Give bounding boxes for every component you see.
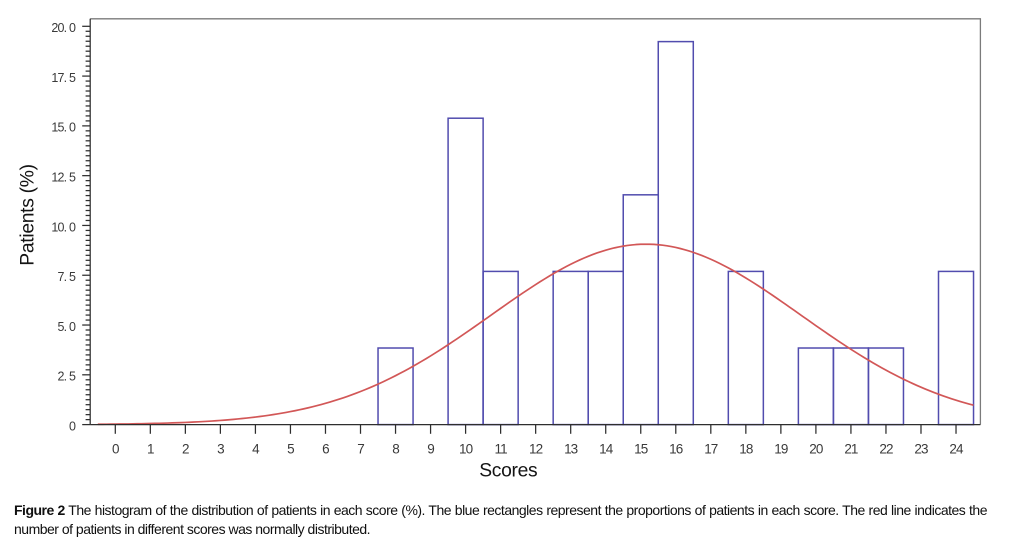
svg-text:2. 5: 2. 5 <box>58 370 76 384</box>
svg-text:0: 0 <box>112 441 119 456</box>
svg-text:11: 11 <box>495 441 508 456</box>
svg-text:15: 15 <box>634 441 648 456</box>
svg-text:13: 13 <box>564 441 578 456</box>
svg-text:9: 9 <box>427 441 434 456</box>
svg-text:20: 20 <box>809 441 823 456</box>
svg-text:18: 18 <box>739 441 753 456</box>
svg-text:Patients (%): Patients (%) <box>18 164 39 265</box>
svg-text:1: 1 <box>147 441 154 456</box>
svg-text:7. 5: 7. 5 <box>58 270 76 284</box>
svg-text:21: 21 <box>844 441 858 456</box>
svg-text:19: 19 <box>774 441 788 456</box>
svg-text:17: 17 <box>704 441 718 456</box>
svg-text:12: 12 <box>529 441 543 456</box>
svg-text:24: 24 <box>949 441 964 456</box>
svg-text:23: 23 <box>914 441 928 456</box>
svg-text:8: 8 <box>392 441 399 456</box>
svg-text:5. 0: 5. 0 <box>58 320 76 334</box>
svg-text:4: 4 <box>252 441 260 456</box>
svg-text:10: 10 <box>459 441 473 456</box>
svg-text:10. 0: 10. 0 <box>51 220 76 234</box>
svg-text:20. 0: 20. 0 <box>51 21 76 35</box>
svg-text:0: 0 <box>69 419 76 433</box>
svg-text:17. 5: 17. 5 <box>51 71 76 85</box>
svg-text:6: 6 <box>322 441 329 456</box>
svg-text:22: 22 <box>879 441 893 456</box>
svg-text:Scores: Scores <box>479 460 537 481</box>
svg-text:2: 2 <box>182 441 189 456</box>
svg-text:16: 16 <box>669 441 683 456</box>
svg-text:15. 0: 15. 0 <box>51 121 76 135</box>
svg-text:3: 3 <box>217 441 224 456</box>
svg-text:14: 14 <box>599 441 614 456</box>
svg-text:5: 5 <box>287 441 294 456</box>
svg-text:12. 5: 12. 5 <box>51 170 76 184</box>
svg-text:7: 7 <box>357 441 364 456</box>
